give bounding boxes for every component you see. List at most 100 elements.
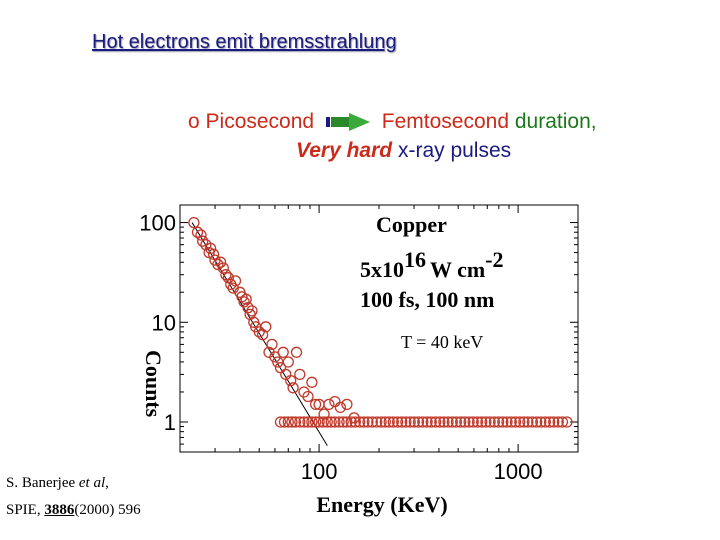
bullet-marker: o: [188, 110, 200, 133]
y-tick-label: 10: [152, 310, 176, 335]
data-point: [309, 416, 322, 428]
data-point: [467, 416, 479, 428]
data-point: [391, 416, 404, 428]
data-point: [548, 416, 560, 428]
x-tick-label: 100: [301, 459, 338, 484]
data-point: [302, 416, 314, 428]
data-point: [476, 416, 488, 428]
data-point: [358, 416, 370, 428]
data-point: [266, 338, 278, 351]
data-point: [285, 374, 297, 387]
data-point: [379, 416, 391, 428]
data-point: [302, 390, 314, 403]
data-point: [341, 416, 353, 428]
data-point: [313, 416, 325, 428]
data-point: [188, 216, 200, 229]
axis-ticks: [179, 205, 579, 453]
annotation-material: Copper: [376, 212, 447, 237]
duration-word: duration,: [514, 110, 597, 133]
data-point: [260, 321, 272, 333]
data-point: [334, 401, 347, 414]
data-point: [417, 416, 429, 428]
intensity-unit: W cm: [430, 257, 485, 282]
data-point: [421, 416, 433, 428]
annotation-pulse: 100 fs, 100 nm: [360, 287, 494, 312]
data-point: [217, 262, 229, 274]
intensity-exponent: 16: [404, 247, 426, 272]
data-point: [425, 416, 437, 428]
citation-authors: S. Banerjee: [6, 475, 76, 491]
data-point: [195, 229, 207, 241]
data-point: [429, 416, 442, 428]
data-point: [214, 256, 227, 268]
data-point: [518, 416, 530, 428]
data-point: [321, 416, 333, 428]
headline-line-2: Very hard x-ray pulses: [296, 139, 511, 163]
slide-title: Hot electrons emit bremsstrahlung: [92, 31, 397, 53]
xray-pulses-text: x-ray pulses: [397, 139, 512, 162]
data-point: [337, 416, 349, 428]
data-point: [240, 293, 252, 305]
data-point: [497, 416, 509, 428]
data-point: [325, 416, 337, 428]
data-point: [371, 416, 383, 428]
annotation-temperature: T = 40 keV: [401, 332, 483, 352]
very-hard-emphasis: Very hard: [296, 139, 393, 162]
data-point: [329, 395, 341, 408]
data-point: [282, 356, 294, 368]
data-point: [229, 275, 242, 287]
citation-line-2: SPIE, 3886(2000) 596: [6, 502, 141, 519]
data-point: [294, 368, 306, 381]
data-point: [442, 416, 454, 428]
data-point: [455, 416, 467, 428]
data-point: [242, 302, 254, 314]
data-point: [323, 398, 335, 411]
data-point: [539, 416, 551, 428]
data-point: [207, 248, 220, 260]
data-point: [484, 416, 496, 428]
data-point: [278, 416, 291, 428]
data-point: [366, 416, 378, 428]
data-point: [197, 235, 209, 247]
data-point: [246, 305, 258, 317]
data-point: [412, 416, 425, 428]
data-point: [404, 416, 416, 428]
data-point: [561, 416, 573, 428]
data-point: [318, 408, 330, 420]
to-duration: Femtosecond: [381, 110, 510, 133]
data-point: [290, 346, 303, 358]
data-point: [274, 416, 287, 428]
data-point: [277, 346, 289, 358]
citation-pages-year: (2000) 596: [74, 502, 141, 518]
data-point: [408, 416, 420, 428]
data-point: [522, 416, 534, 428]
data-point: [531, 416, 543, 428]
data-point: [396, 416, 408, 428]
data-point: [362, 416, 374, 428]
data-point: [289, 416, 302, 428]
data-point: [400, 416, 412, 428]
intensity-base: 5x10: [360, 257, 404, 282]
data-point: [306, 416, 318, 428]
data-points: [188, 216, 573, 428]
arrow-right-icon: [325, 113, 370, 132]
data-point: [492, 416, 505, 428]
data-point: [434, 416, 446, 428]
citation-line-1: S. Banerjee et al,: [6, 475, 109, 492]
citation-volume: 3886: [44, 502, 75, 518]
data-point: [543, 416, 556, 428]
data-point: [287, 382, 299, 394]
data-point: [204, 242, 217, 255]
data-point: [329, 416, 341, 428]
x-axis-label: Energy (KeV): [316, 492, 447, 517]
citation-etal: et al: [78, 475, 106, 491]
data-point: [333, 416, 345, 428]
data-point: [375, 416, 387, 428]
data-point: [238, 296, 250, 308]
headline-line-1: o Picosecond Femtosecond duration,: [188, 110, 597, 134]
data-point: [309, 398, 322, 411]
data-point: [480, 416, 492, 428]
data-point: [286, 416, 298, 428]
intensity-unit-exponent: -2: [485, 247, 503, 272]
data-point: [505, 416, 517, 428]
